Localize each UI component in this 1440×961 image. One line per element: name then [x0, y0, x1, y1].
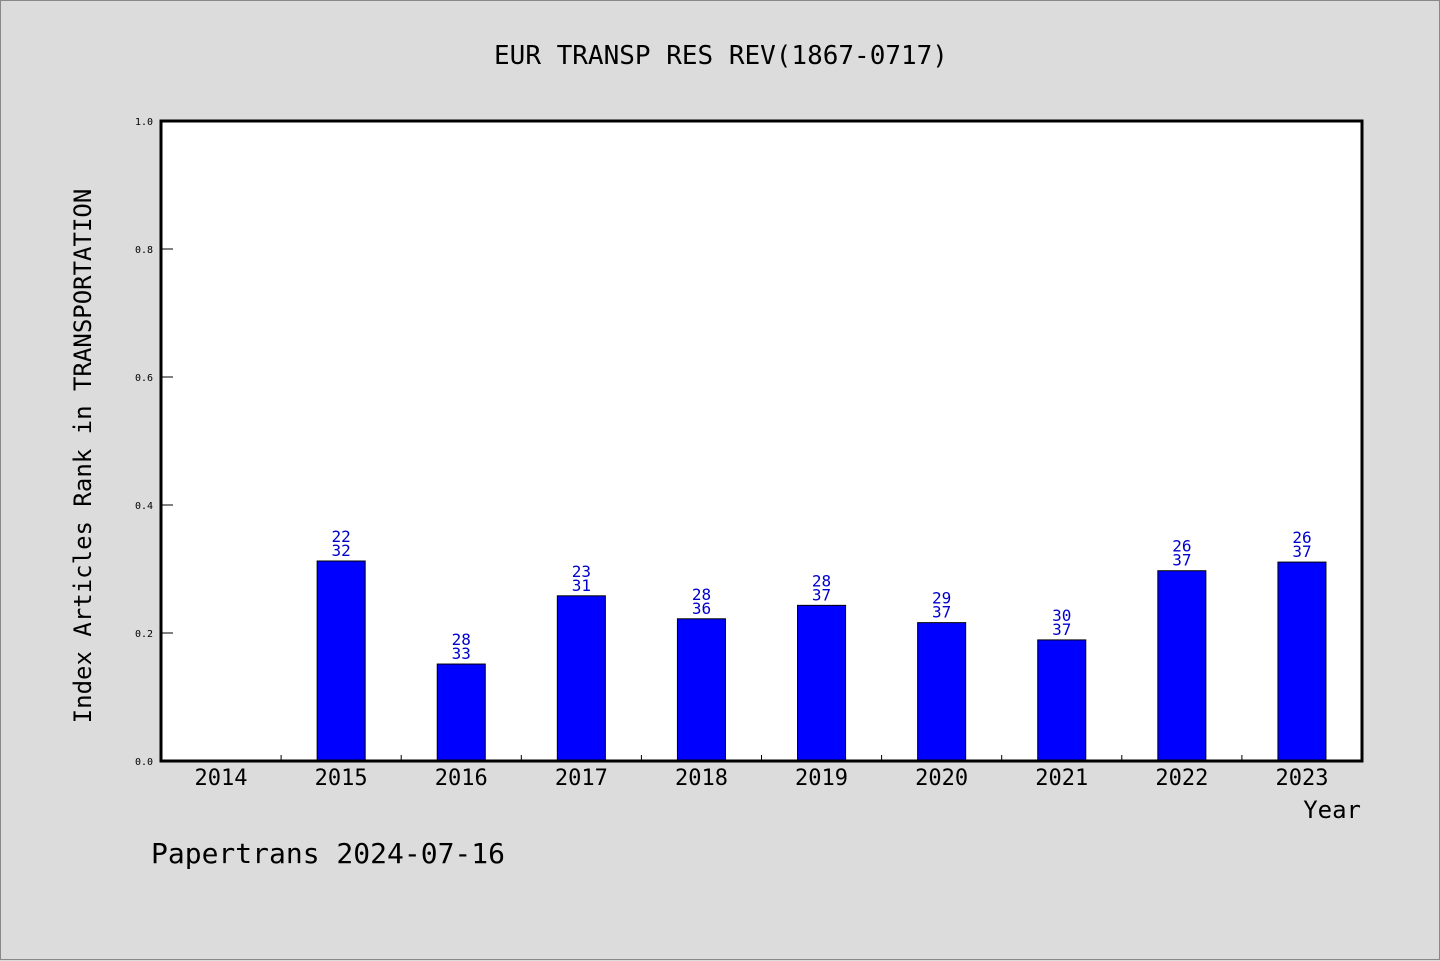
- bar-2020: [917, 622, 967, 762]
- bar-2021: [1037, 639, 1087, 762]
- x-axis-label: Year: [1303, 796, 1361, 824]
- x-tick-label: 2022: [1155, 766, 1208, 791]
- bar-label-rank: 28: [692, 585, 711, 604]
- bar-label-rank: 29: [932, 589, 951, 608]
- bar-2019: [797, 604, 847, 762]
- bar-label-rank: 26: [1172, 537, 1191, 556]
- bar-2022: [1157, 570, 1207, 762]
- chart-title: EUR TRANSP RES REV(1867-0717): [494, 41, 948, 71]
- y-tick-label: 0.8: [135, 245, 153, 256]
- y-tick-label: 0.4: [135, 501, 153, 512]
- y-tick-label: 1.0: [135, 117, 153, 128]
- plot-frame: [159, 119, 1364, 763]
- bar-label-rank: 28: [812, 571, 831, 590]
- x-tick-label: 2014: [195, 766, 248, 791]
- y-axis-label: Index Articles Rank in TRANSPORTATION: [69, 189, 97, 724]
- x-tick-label: 2021: [1035, 766, 1088, 791]
- bar-label-rank: 28: [452, 630, 471, 649]
- x-tick-label: 2015: [315, 766, 368, 791]
- y-tick-label: 0.6: [135, 373, 153, 384]
- bar-label-total: 31: [572, 576, 591, 595]
- y-tick-label: 0.0: [135, 757, 153, 768]
- x-axis: 2014 2015 2016 2017 2018 2019 2020 2021 2022 2023: [195, 755, 1328, 791]
- bar-label-total: 37: [1052, 620, 1071, 639]
- bar-2016: [436, 663, 486, 762]
- x-tick-label: 2017: [555, 766, 608, 791]
- bar-label-total: 37: [932, 603, 951, 622]
- x-tick-label: 2019: [795, 766, 848, 791]
- y-tick-label: 0.2: [135, 629, 153, 640]
- x-tick-label: 2020: [915, 766, 968, 791]
- bar-label-rank: 26: [1292, 528, 1311, 547]
- x-tick-label: 2023: [1275, 766, 1328, 791]
- bar-2015: [316, 560, 366, 762]
- footer-credit: Papertrans 2024-07-16: [151, 837, 505, 870]
- bar-2023: [1277, 561, 1327, 762]
- bar-label-rank: 22: [332, 527, 351, 546]
- bar-2017: [556, 595, 606, 762]
- bar-label-total: 37: [812, 585, 831, 604]
- bar-label-total: 37: [1292, 542, 1311, 561]
- bar-label-total: 33: [452, 644, 471, 663]
- bar-label-rank: 23: [572, 562, 591, 581]
- bars: [316, 560, 1327, 762]
- bar-label-total: 32: [332, 541, 351, 560]
- x-tick-label: 2018: [675, 766, 728, 791]
- bar-label-total: 37: [1172, 551, 1191, 570]
- bar-2018: [676, 618, 726, 762]
- bar-label-total: 36: [692, 599, 711, 618]
- bar-label-rank: 30: [1052, 606, 1071, 625]
- x-tick-label: 2016: [435, 766, 488, 791]
